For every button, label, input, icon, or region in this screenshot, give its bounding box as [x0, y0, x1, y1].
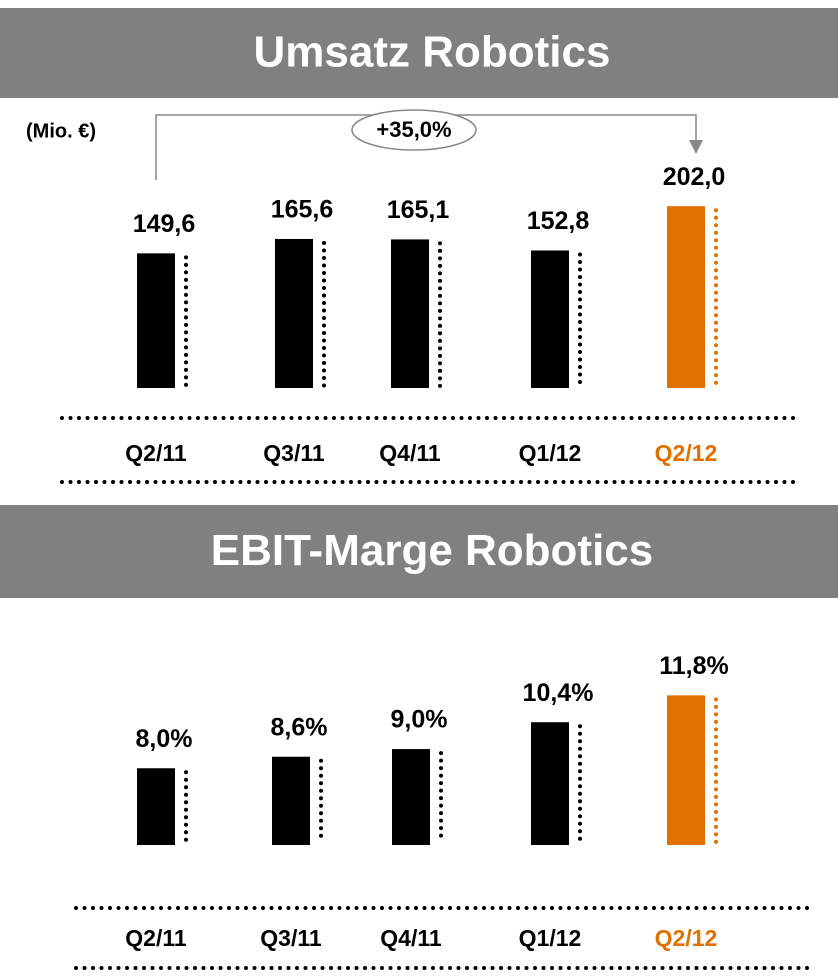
x-tick-label: Q1/12 — [519, 440, 582, 466]
value-label: 165,6 — [271, 196, 334, 224]
growth-badge — [351, 109, 477, 151]
annotation: +35,0% — [376, 117, 451, 142]
bar — [272, 756, 310, 845]
growth-arrowhead — [689, 140, 703, 154]
x-tick-label: Q2/12 — [655, 440, 718, 466]
bar — [531, 250, 569, 388]
value-label: 202,0 — [663, 163, 726, 191]
bar — [137, 253, 175, 388]
chart-title: Umsatz Robotics — [254, 28, 611, 77]
x-tick-label: Q3/11 — [263, 440, 325, 466]
title-banner — [0, 505, 838, 598]
bar — [667, 206, 705, 388]
x-tick-label: Q2/12 — [655, 925, 718, 951]
bar — [391, 239, 429, 388]
value-label: 8,0% — [136, 725, 193, 753]
unit-label: (Mio. €) — [26, 120, 96, 142]
x-tick-label: Q4/11 — [380, 925, 442, 951]
value-label: 9,0% — [391, 706, 448, 734]
bar — [531, 722, 569, 845]
x-tick-label: Q3/11 — [260, 925, 322, 951]
value-label: 149,6 — [133, 210, 196, 238]
bar — [137, 768, 175, 845]
x-tick-label: Q2/11 — [125, 440, 187, 466]
bar — [392, 749, 430, 845]
value-label: 8,6% — [271, 713, 328, 741]
chart-title: EBIT-Marge Robotics — [211, 526, 654, 575]
x-tick-label: Q1/12 — [519, 925, 582, 951]
x-tick-label: Q4/11 — [379, 440, 441, 466]
value-label: 165,1 — [387, 196, 450, 224]
x-tick-label: Q2/11 — [125, 925, 187, 951]
bar — [667, 695, 705, 845]
bar — [275, 238, 313, 388]
value-label: 11,8% — [659, 652, 729, 680]
value-label: 10,4% — [523, 679, 594, 707]
title-banner — [0, 8, 838, 98]
value-label: 152,8 — [527, 207, 590, 235]
